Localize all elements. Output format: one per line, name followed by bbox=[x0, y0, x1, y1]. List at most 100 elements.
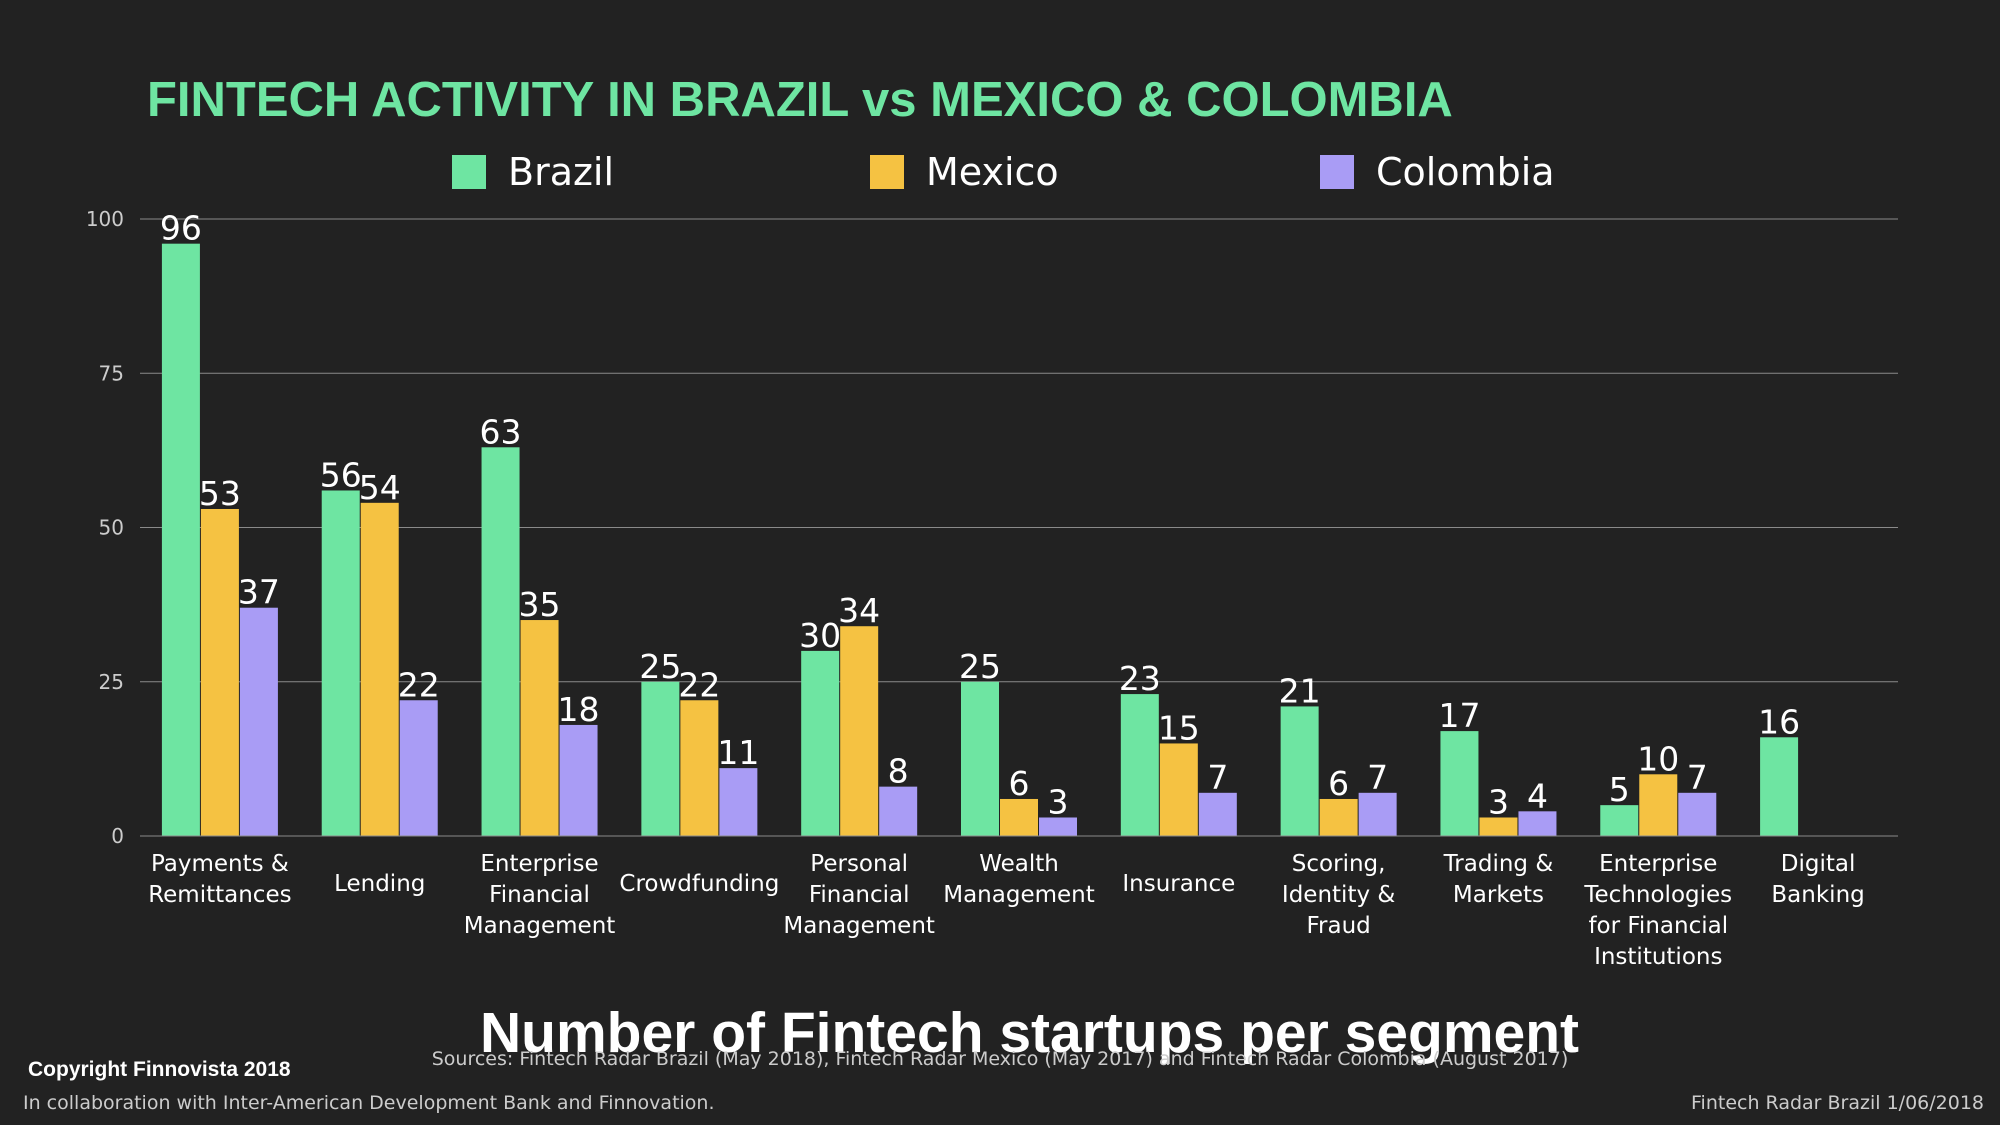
category-label-line: Banking bbox=[1771, 882, 1864, 908]
data-label-brazil-5: 25 bbox=[959, 647, 1001, 686]
bar-mexico-5 bbox=[1000, 798, 1038, 836]
legend-item-brazil: Brazil bbox=[452, 150, 614, 194]
category-label-line: Scoring, bbox=[1292, 851, 1386, 877]
legend-swatch-colombia bbox=[1320, 155, 1354, 189]
category-label-5: Wealth Management bbox=[943, 851, 1095, 908]
y-tick-label-0: 0 bbox=[111, 824, 124, 848]
category-label-line: Lending bbox=[334, 871, 425, 897]
category-label-0: Payments & Remittances bbox=[148, 851, 291, 908]
data-label-brazil-2: 63 bbox=[480, 412, 522, 451]
chart-title: FINTECH ACTIVITY IN BRAZIL vs MEXICO & C… bbox=[147, 73, 1453, 127]
data-label-colombia-3: 11 bbox=[717, 733, 759, 772]
bar-colombia-4 bbox=[879, 786, 918, 836]
y-tick-label-50: 50 bbox=[99, 516, 124, 540]
category-label-line: Enterprise bbox=[480, 851, 598, 877]
bar-mexico-2 bbox=[520, 620, 559, 836]
bar-colombia-3 bbox=[719, 768, 758, 836]
data-label-mexico-3: 22 bbox=[678, 665, 720, 704]
bar-mexico-3 bbox=[680, 700, 719, 836]
category-label-line: Digital bbox=[1781, 851, 1856, 877]
data-label-brazil-4: 30 bbox=[799, 616, 841, 655]
bar-colombia-8 bbox=[1518, 811, 1557, 836]
y-tick-label-25: 25 bbox=[99, 670, 124, 694]
bar-mexico-6 bbox=[1159, 743, 1198, 836]
bar-brazil-0 bbox=[161, 243, 200, 836]
bar-mexico-1 bbox=[360, 502, 399, 836]
category-label-line: Management bbox=[464, 913, 616, 939]
data-label-brazil-10: 16 bbox=[1758, 702, 1800, 741]
category-label-line: Crowdfunding bbox=[619, 871, 779, 897]
x-axis-label: Number of Fintech startups per segment bbox=[480, 1001, 1580, 1065]
bar-brazil-5 bbox=[961, 681, 999, 836]
legend-item-mexico: Mexico bbox=[870, 150, 1059, 194]
data-label-colombia-6: 7 bbox=[1207, 758, 1228, 797]
data-label-colombia-1: 22 bbox=[398, 665, 440, 704]
bar-mexico-7 bbox=[1319, 798, 1358, 836]
footer-date: Fintech Radar Brazil 1/06/2018 bbox=[1691, 1092, 1984, 1114]
category-label-line: Enterprise bbox=[1599, 851, 1717, 877]
category-label-2: Enterprise Financial Management bbox=[464, 851, 616, 939]
data-label-mexico-8: 3 bbox=[1488, 782, 1509, 821]
data-label-colombia-7: 7 bbox=[1367, 758, 1388, 797]
bar-colombia-9 bbox=[1678, 792, 1717, 836]
category-label-line: Institutions bbox=[1594, 944, 1722, 970]
category-label-line: Management bbox=[943, 882, 1095, 908]
category-label-line: Remittances bbox=[148, 882, 291, 908]
y-tick-label-75: 75 bbox=[99, 361, 124, 385]
data-label-brazil-8: 17 bbox=[1438, 696, 1480, 735]
data-label-mexico-6: 15 bbox=[1158, 708, 1200, 747]
bar-mexico-4 bbox=[840, 626, 879, 836]
category-label-line: Trading & bbox=[1443, 851, 1554, 877]
legend: Brazil Mexico Colombia bbox=[0, 150, 2000, 206]
data-label-mexico-4: 34 bbox=[838, 591, 880, 630]
bar-brazil-9 bbox=[1600, 805, 1639, 836]
data-label-colombia-0: 37 bbox=[238, 573, 280, 612]
bar-brazil-6 bbox=[1120, 694, 1159, 836]
data-label-colombia-9: 7 bbox=[1687, 758, 1708, 797]
data-label-brazil-3: 25 bbox=[639, 647, 681, 686]
category-label-4: Personal Financial Management bbox=[783, 851, 935, 939]
bar-mexico-9 bbox=[1639, 774, 1678, 836]
data-label-mexico-1: 54 bbox=[359, 468, 401, 507]
bar-colombia-1 bbox=[399, 700, 438, 836]
legend-label-brazil: Brazil bbox=[508, 150, 615, 194]
data-label-brazil-1: 56 bbox=[320, 455, 362, 494]
bar-brazil-4 bbox=[801, 650, 840, 836]
bar-colombia-7 bbox=[1358, 792, 1397, 836]
data-label-brazil-9: 5 bbox=[1609, 770, 1630, 809]
bar-mexico-8 bbox=[1479, 817, 1518, 836]
category-label-line: Wealth bbox=[979, 851, 1059, 877]
category-label-line: Markets bbox=[1453, 882, 1544, 908]
copyright: Copyright Finnovista 2018 bbox=[28, 1058, 291, 1081]
category-label-line: for Financial bbox=[1588, 913, 1728, 939]
data-label-mexico-5: 6 bbox=[1009, 764, 1030, 803]
category-label-line: Insurance bbox=[1122, 871, 1235, 897]
category-label-line: Management bbox=[783, 913, 935, 939]
data-label-brazil-7: 21 bbox=[1279, 671, 1321, 710]
data-label-mexico-2: 35 bbox=[519, 585, 561, 624]
legend-swatch-brazil bbox=[452, 155, 486, 189]
data-label-mexico-0: 53 bbox=[199, 474, 241, 513]
legend-label-colombia: Colombia bbox=[1376, 150, 1555, 194]
category-label-10: Digital Banking bbox=[1771, 851, 1864, 908]
category-label-line: Identity & bbox=[1282, 882, 1395, 908]
y-tick-label-100: 100 bbox=[86, 207, 124, 231]
category-label-line: Payments & bbox=[151, 851, 289, 877]
category-label-1: Lending bbox=[334, 871, 425, 897]
legend-label-mexico: Mexico bbox=[926, 150, 1059, 194]
data-label-mexico-7: 6 bbox=[1328, 764, 1349, 803]
data-label-brazil-0: 96 bbox=[160, 209, 202, 248]
bar-colombia-5 bbox=[1039, 817, 1077, 836]
bar-colombia-6 bbox=[1198, 792, 1237, 836]
category-label-line: Personal bbox=[810, 851, 908, 877]
bar-brazil-3 bbox=[641, 681, 680, 836]
category-label-line: Financial bbox=[809, 882, 910, 908]
bar-colombia-0 bbox=[239, 607, 278, 836]
category-label-line: Technologies bbox=[1583, 882, 1732, 908]
sources-note: Sources: Fintech Radar Brazil (May 2018)… bbox=[431, 1048, 1569, 1070]
category-label-7: Scoring, Identity & Fraud bbox=[1282, 851, 1395, 939]
legend-swatch-mexico bbox=[870, 155, 904, 189]
data-label-mexico-9: 10 bbox=[1637, 739, 1679, 778]
data-label-brazil-6: 23 bbox=[1119, 659, 1161, 698]
